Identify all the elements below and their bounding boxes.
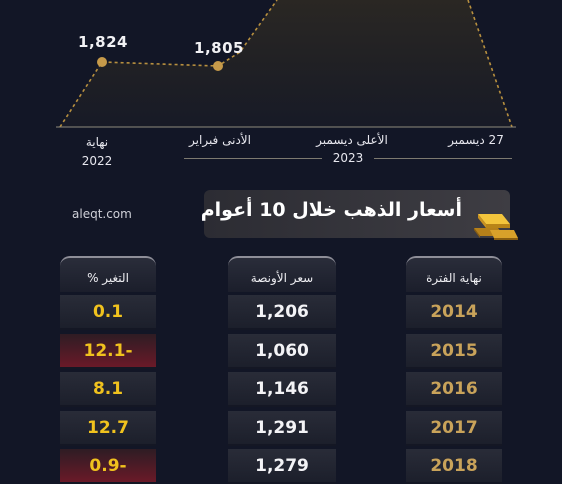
year-cell: 2016 [406, 372, 502, 407]
price-cell: 1,146 [228, 372, 336, 407]
column-header-change: التغير % [60, 256, 156, 292]
year-2023-label: 2023 [332, 151, 364, 165]
area-fill [60, 0, 512, 127]
x-label-end2022: نهاية 2022 [82, 133, 113, 171]
value-label-end2022: 1,824 [78, 33, 128, 51]
year-bracket-left [184, 158, 322, 159]
title-banner [204, 190, 510, 238]
change-cell: 0.1 [60, 295, 156, 330]
year-cell: 2018 [406, 449, 502, 484]
price-cell: 1,060 [228, 333, 336, 369]
year-cell: 2017 [406, 410, 502, 446]
year-bracket-right [374, 158, 512, 159]
price-cell: 1,291 [228, 410, 336, 446]
price-cell: 1,279 [228, 449, 336, 484]
x-label-high-dec: الأعلى ديسمبر [316, 133, 388, 147]
data-point-low-feb [213, 61, 223, 71]
value-label-low-feb: 1,805 [194, 39, 244, 57]
column-header-price: سعر الأونصة [228, 256, 336, 292]
gold-bars-icon [474, 214, 518, 240]
data-point-end2022 [97, 57, 107, 67]
gold-price-area-chart [56, 0, 516, 128]
chart-title: أسعار الذهب خلال 10 أعوام [200, 199, 462, 221]
change-cell: 12.1- [60, 333, 156, 369]
change-cell: 8.1 [60, 372, 156, 407]
column-header-period: نهاية الفترة [406, 256, 502, 292]
change-cell: 0.9- [60, 449, 156, 484]
x-label-dec27: 27 ديسمبر [448, 133, 504, 147]
price-cell: 1,206 [228, 295, 336, 330]
year-cell: 2015 [406, 333, 502, 369]
source-link[interactable]: aleqt.com [72, 207, 132, 221]
x-label-end2022-line2: 2022 [81, 154, 113, 168]
x-label-low-feb: الأدنى فبراير [189, 133, 251, 147]
year-cell: 2014 [406, 295, 502, 330]
x-label-end2022-line1: نهاية [85, 135, 109, 149]
change-cell: 12.7 [60, 410, 156, 446]
